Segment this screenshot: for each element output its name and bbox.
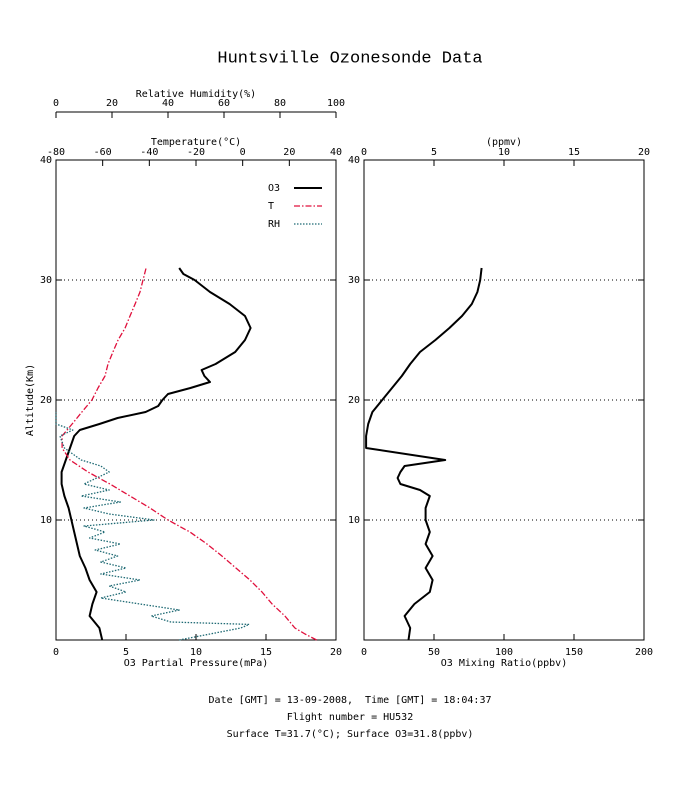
y-tick-label: 10 xyxy=(348,515,360,526)
y-tick-label: 30 xyxy=(348,275,360,286)
x2-tick-label: 20 xyxy=(638,147,650,158)
y-tick-label: 40 xyxy=(40,155,52,166)
x-axis-label: O3 Mixing Ratio(ppbv) xyxy=(441,658,567,669)
x-tick-label: 15 xyxy=(260,647,272,658)
x2-axis-label: (ppmv) xyxy=(486,137,522,148)
x-tick-label: 200 xyxy=(635,647,653,658)
profile-line xyxy=(365,267,483,641)
x-tick-label: 100 xyxy=(495,647,513,658)
y-axis-label: Altitude(Km) xyxy=(25,364,36,436)
x-tick-label: 150 xyxy=(565,647,583,658)
y-tick-label: 10 xyxy=(40,515,52,526)
x2-tick-label: 20 xyxy=(283,147,295,158)
legend-label: T xyxy=(268,201,274,212)
x-tick-label: 20 xyxy=(330,647,342,658)
x2-tick-label: 0 xyxy=(240,147,246,158)
footer-line: Date [GMT] = 13-09-2008, Time [GMT] = 18… xyxy=(209,695,492,706)
x2-tick-label: 40 xyxy=(330,147,342,158)
x2-tick-label: 15 xyxy=(568,147,580,158)
x-tick-label: 10 xyxy=(190,647,202,658)
x3-tick-label: 20 xyxy=(106,98,118,109)
x2-axis-label: Temperature(°C) xyxy=(151,137,241,148)
x2-tick-label: 0 xyxy=(361,147,367,158)
x2-tick-label: 10 xyxy=(498,147,510,158)
y-tick-label: 40 xyxy=(348,155,360,166)
x3-tick-label: 80 xyxy=(274,98,286,109)
x-tick-label: 0 xyxy=(361,647,367,658)
x2-tick-label: -20 xyxy=(187,147,205,158)
x2-tick-label: -80 xyxy=(47,147,65,158)
x-axis-label: O3 Partial Pressure(mPa) xyxy=(124,658,269,669)
footer-line: Surface T=31.7(°C); Surface O3=31.8(ppbv… xyxy=(227,729,474,740)
x3-tick-label: 40 xyxy=(162,98,174,109)
x3-tick-label: 60 xyxy=(218,98,230,109)
legend-label: RH xyxy=(268,219,280,230)
profile-line xyxy=(61,267,317,641)
x3-tick-label: 100 xyxy=(327,98,345,109)
profile-line xyxy=(60,267,252,641)
x2-tick-label: -60 xyxy=(94,147,112,158)
y-tick-label: 20 xyxy=(40,395,52,406)
x2-tick-label: -40 xyxy=(140,147,158,158)
x2-tick-label: 5 xyxy=(431,147,437,158)
x3-tick-label: 0 xyxy=(53,98,59,109)
x-tick-label: 0 xyxy=(53,647,59,658)
legend-label: O3 xyxy=(268,183,280,194)
x-tick-label: 50 xyxy=(428,647,440,658)
x3-axis-label: Relative Humidity(%) xyxy=(136,89,256,100)
chart-title: Huntsville Ozonesonde Data xyxy=(217,49,482,68)
y-tick-label: 20 xyxy=(348,395,360,406)
y-tick-label: 30 xyxy=(40,275,52,286)
footer-line: Flight number = HU532 xyxy=(287,712,413,723)
x-tick-label: 5 xyxy=(123,647,129,658)
